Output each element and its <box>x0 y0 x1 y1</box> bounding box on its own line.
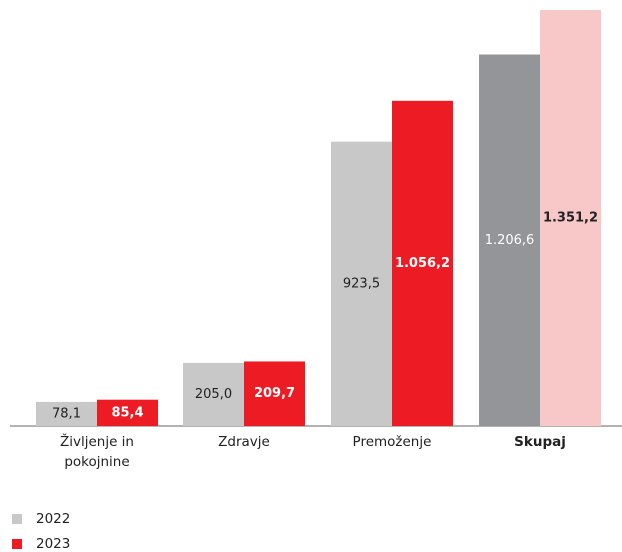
legend-label: 2022 <box>36 511 71 527</box>
bar <box>36 401 97 426</box>
value-label: 1.056,2 <box>395 256 450 271</box>
x-tick-label: Življenje in pokojnine <box>59 434 134 470</box>
bar <box>540 10 601 426</box>
bar <box>244 361 305 426</box>
value-label: 923,5 <box>343 276 380 291</box>
legend-label: 2023 <box>36 536 71 552</box>
value-label: 78,1 <box>52 406 81 421</box>
bar <box>392 100 453 427</box>
bar <box>479 54 540 427</box>
x-tick-label: Zdravje <box>218 434 270 450</box>
legend-swatch <box>12 539 22 549</box>
x-tick-label: Premoženje <box>352 434 432 450</box>
value-label: 205,0 <box>195 387 232 402</box>
x-tick-label: Skupaj <box>514 434 566 450</box>
bar <box>331 141 392 426</box>
bar <box>97 399 158 426</box>
legend-swatch <box>12 514 22 524</box>
value-label: 85,4 <box>111 405 143 420</box>
value-label: 1.206,6 <box>485 233 535 248</box>
bar <box>183 362 244 426</box>
value-label: 209,7 <box>254 386 295 401</box>
value-label: 1.351,2 <box>543 211 598 226</box>
